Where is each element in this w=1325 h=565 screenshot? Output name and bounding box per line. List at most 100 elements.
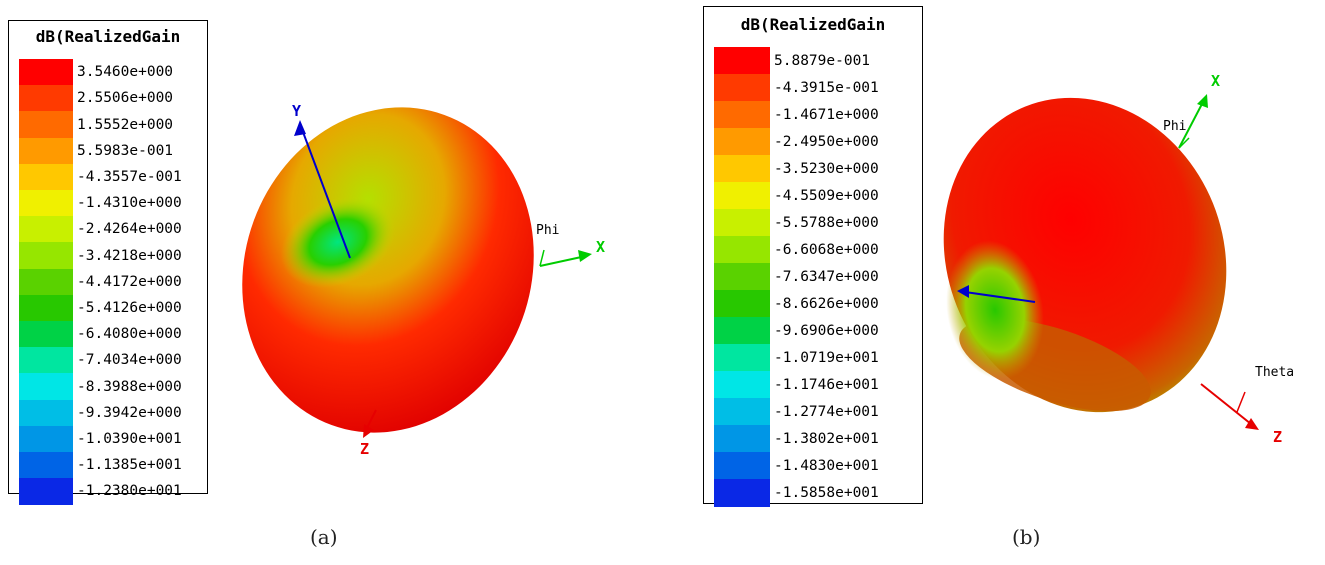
phi-marker-b: [1178, 137, 1190, 149]
theta-marker-b: [1236, 391, 1246, 413]
tick-label: -1.0719e+001: [774, 349, 879, 366]
legend-title-a: dB(RealizedGain: [35, 27, 181, 46]
tick-label: -3.5230e+000: [774, 160, 879, 177]
tick-label: -5.4126e+000: [77, 299, 182, 316]
tick-label: -6.4080e+000: [77, 326, 182, 343]
color-swatch: [19, 347, 73, 375]
x-axis-arrow-a: [578, 250, 592, 262]
color-swatch: [19, 294, 73, 322]
theta-label-b: Theta: [1255, 365, 1294, 380]
legend-b: dB(RealizedGain 5.8879e-001 -4.3915e-001 -…: [703, 6, 923, 507]
tick-label: -1.0390e+001: [77, 430, 182, 447]
tick-label: -1.2774e+001: [774, 403, 879, 420]
color-swatch: [19, 137, 73, 165]
tick-label: 2.5506e+000: [77, 90, 174, 107]
color-swatch: [714, 101, 770, 129]
color-swatch: [714, 263, 770, 291]
z-axis-label-b: Z: [1273, 428, 1282, 446]
x-axis-a: [539, 255, 587, 267]
tick-label: 3.5460e+000: [77, 64, 174, 81]
color-swatch: [19, 242, 73, 270]
pattern-null-b: [946, 240, 1044, 380]
tick-label: -9.6906e+000: [774, 322, 879, 339]
color-swatch: [19, 59, 73, 87]
color-swatch: [714, 74, 770, 102]
color-swatch: [19, 163, 73, 191]
color-swatch: [19, 190, 73, 218]
radiation-pattern-b: X Phi Z Theta: [943, 72, 1294, 446]
color-swatch: [19, 478, 73, 506]
tick-label: -1.2380e+001: [77, 483, 182, 500]
caption-a: (a): [310, 525, 338, 549]
z-axis-label-a: Z: [360, 440, 369, 458]
color-swatch: [714, 344, 770, 372]
tick-label: -1.4830e+001: [774, 457, 879, 474]
tick-label: -7.4034e+000: [77, 352, 182, 369]
tick-label: -4.3915e-001: [774, 79, 879, 96]
color-swatch: [714, 479, 770, 507]
color-swatch: [714, 155, 770, 183]
tick-label: -8.3988e+000: [77, 378, 182, 395]
pattern-surface-a: [242, 107, 534, 433]
tick-label: -7.6347e+000: [774, 268, 879, 285]
x-axis-label-a: X: [596, 238, 605, 256]
tick-label: -9.3942e+000: [77, 404, 182, 421]
color-swatch: [19, 452, 73, 480]
color-swatch: [19, 425, 73, 453]
x-axis-b: [1178, 101, 1204, 149]
legend-a: dB(RealizedGain 3.5460e+000 2.5506e+000 1.…: [8, 20, 208, 506]
tick-label: 5.5983e-001: [77, 142, 174, 159]
y-axis-arrow-b: [957, 285, 969, 298]
color-swatch: [714, 128, 770, 156]
color-swatch: [19, 216, 73, 244]
color-swatch: [714, 290, 770, 318]
color-swatch: [714, 425, 770, 453]
color-swatch: [19, 321, 73, 349]
legend-title-b: dB(RealizedGain: [740, 15, 886, 34]
tick-label: -1.1746e+001: [774, 376, 879, 393]
tick-label: -1.4671e+000: [774, 106, 879, 123]
tick-label: -4.5509e+000: [774, 187, 879, 204]
tick-label: -5.5788e+000: [774, 214, 879, 231]
caption-b: (b): [1012, 525, 1041, 549]
tick-label: -1.3802e+001: [774, 430, 879, 447]
y-axis-a: [299, 123, 351, 259]
color-swatch: [714, 182, 770, 210]
tick-label: -2.4264e+000: [77, 221, 182, 238]
z-axis-arrow-a: [363, 424, 374, 438]
color-swatch: [714, 371, 770, 399]
phi-marker-a: [539, 249, 545, 267]
z-axis-arrow-b: [1245, 418, 1259, 430]
color-swatch: [714, 452, 770, 480]
color-swatch: [714, 236, 770, 264]
tick-label: -3.4218e+000: [77, 247, 182, 264]
tick-label: -8.6626e+000: [774, 295, 879, 312]
pattern-null-a: [280, 196, 396, 288]
tick-label: -4.3557e-001: [77, 168, 182, 185]
z-axis-b: [1200, 383, 1252, 425]
color-swatch: [714, 398, 770, 426]
color-swatch: [19, 268, 73, 296]
x-axis-label-b: X: [1211, 72, 1220, 90]
color-swatch: [714, 317, 770, 345]
phi-label-a: Phi: [536, 223, 559, 238]
tick-label: -1.1385e+001: [77, 457, 182, 474]
x-axis-arrow-b: [1197, 94, 1208, 108]
tick-label: 5.8879e-001: [774, 52, 871, 69]
tick-label: -1.4310e+000: [77, 195, 182, 212]
radiation-pattern-a: Y X Phi Z: [242, 102, 605, 458]
color-swatch: [19, 111, 73, 139]
y-axis-b: [964, 291, 1036, 303]
phi-label-b: Phi: [1163, 119, 1186, 134]
color-swatch: [714, 47, 770, 75]
color-swatch: [714, 209, 770, 237]
tick-label: 1.5552e+000: [77, 116, 174, 133]
tick-label: -6.6068e+000: [774, 241, 879, 258]
tick-label: -2.4950e+000: [774, 133, 879, 150]
color-swatch: [19, 373, 73, 401]
tick-label: -1.5858e+001: [774, 484, 879, 501]
color-swatch: [19, 399, 73, 427]
tick-label: -4.4172e+000: [77, 273, 182, 290]
y-axis-label-a: Y: [292, 102, 301, 120]
y-axis-arrow-a: [294, 120, 306, 136]
